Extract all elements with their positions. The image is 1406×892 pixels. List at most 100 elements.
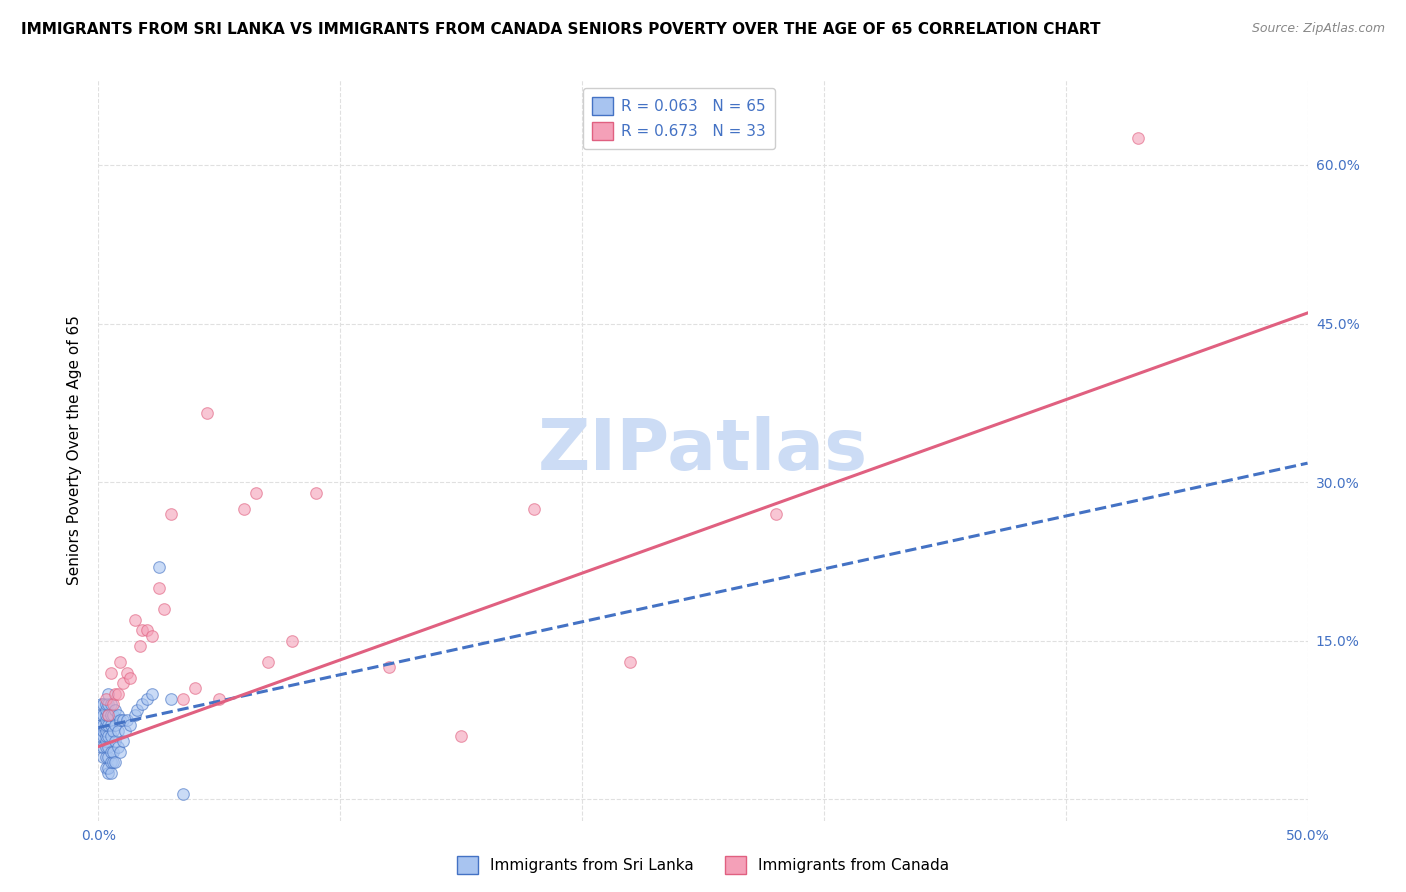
Point bbox=[111, 713, 134, 727]
Point bbox=[94, 707, 117, 722]
Point bbox=[148, 559, 170, 574]
Point bbox=[94, 703, 117, 717]
Point bbox=[128, 639, 150, 653]
Point bbox=[94, 713, 117, 727]
Point bbox=[94, 761, 117, 775]
Point bbox=[619, 655, 641, 669]
Point bbox=[117, 713, 139, 727]
Point bbox=[91, 750, 114, 764]
Point bbox=[108, 745, 131, 759]
Point bbox=[108, 713, 131, 727]
Point bbox=[101, 745, 124, 759]
Point bbox=[94, 750, 117, 764]
Point bbox=[114, 723, 136, 738]
Point bbox=[135, 692, 157, 706]
Point bbox=[172, 787, 194, 801]
Point bbox=[117, 665, 139, 680]
Text: Source: ZipAtlas.com: Source: ZipAtlas.com bbox=[1251, 22, 1385, 36]
Point bbox=[100, 718, 122, 732]
Point bbox=[124, 613, 146, 627]
Point bbox=[94, 739, 117, 754]
Point bbox=[90, 729, 112, 743]
Point bbox=[118, 718, 141, 732]
Point bbox=[97, 729, 120, 743]
Point bbox=[131, 698, 153, 712]
Point bbox=[104, 756, 127, 770]
Point bbox=[195, 407, 218, 421]
Point bbox=[107, 739, 129, 754]
Point bbox=[91, 718, 114, 732]
Point bbox=[135, 624, 157, 638]
Point bbox=[765, 507, 787, 521]
Point bbox=[91, 729, 114, 743]
Point bbox=[97, 698, 120, 712]
Point bbox=[97, 687, 120, 701]
Point bbox=[148, 581, 170, 595]
Point bbox=[160, 507, 183, 521]
Point bbox=[104, 703, 127, 717]
Point bbox=[97, 718, 120, 732]
Point bbox=[97, 739, 120, 754]
Point bbox=[94, 729, 117, 743]
Point bbox=[100, 745, 122, 759]
Point bbox=[94, 723, 117, 738]
Point bbox=[94, 718, 117, 732]
Point bbox=[104, 734, 127, 748]
Point bbox=[90, 707, 112, 722]
Y-axis label: Seniors Poverty Over the Age of 65: Seniors Poverty Over the Age of 65 bbox=[67, 316, 83, 585]
Point bbox=[107, 723, 129, 738]
Point bbox=[256, 655, 278, 669]
Point bbox=[90, 698, 112, 712]
Point bbox=[97, 707, 120, 722]
Point bbox=[97, 707, 120, 722]
Point bbox=[97, 750, 120, 764]
Point bbox=[91, 739, 114, 754]
Point bbox=[107, 707, 129, 722]
Point bbox=[131, 624, 153, 638]
Point bbox=[124, 707, 146, 722]
Point bbox=[208, 692, 231, 706]
Point bbox=[141, 628, 163, 642]
Point bbox=[100, 766, 122, 780]
Point bbox=[111, 734, 134, 748]
Point bbox=[97, 766, 120, 780]
Point bbox=[172, 692, 194, 706]
Point bbox=[111, 676, 134, 690]
Point bbox=[100, 729, 122, 743]
Point bbox=[127, 703, 149, 717]
Point bbox=[100, 665, 122, 680]
Point bbox=[101, 698, 124, 712]
Point bbox=[523, 501, 546, 516]
Point bbox=[160, 692, 183, 706]
Point bbox=[450, 729, 472, 743]
Text: IMMIGRANTS FROM SRI LANKA VS IMMIGRANTS FROM CANADA SENIORS POVERTY OVER THE AGE: IMMIGRANTS FROM SRI LANKA VS IMMIGRANTS … bbox=[21, 22, 1101, 37]
Point bbox=[107, 687, 129, 701]
Point bbox=[101, 723, 124, 738]
Legend: R = 0.063   N = 65, R = 0.673   N = 33: R = 0.063 N = 65, R = 0.673 N = 33 bbox=[582, 88, 775, 149]
Text: ZIPatlas: ZIPatlas bbox=[538, 416, 868, 485]
Point bbox=[184, 681, 207, 696]
Point bbox=[281, 633, 304, 648]
Point bbox=[104, 718, 127, 732]
Legend: Immigrants from Sri Lanka, Immigrants from Canada: Immigrants from Sri Lanka, Immigrants fr… bbox=[450, 850, 956, 880]
Point bbox=[91, 698, 114, 712]
Point bbox=[245, 485, 267, 500]
Point bbox=[100, 698, 122, 712]
Point bbox=[90, 739, 112, 754]
Point bbox=[232, 501, 254, 516]
Point bbox=[101, 707, 124, 722]
Point bbox=[152, 602, 174, 616]
Point bbox=[94, 692, 117, 706]
Point bbox=[101, 756, 124, 770]
Point bbox=[90, 718, 112, 732]
Point bbox=[97, 761, 120, 775]
Point bbox=[377, 660, 399, 674]
Point bbox=[141, 687, 163, 701]
Point bbox=[1128, 131, 1150, 145]
Point bbox=[94, 734, 117, 748]
Point bbox=[94, 698, 117, 712]
Point bbox=[100, 707, 122, 722]
Point bbox=[118, 671, 141, 685]
Point bbox=[91, 707, 114, 722]
Point bbox=[91, 723, 114, 738]
